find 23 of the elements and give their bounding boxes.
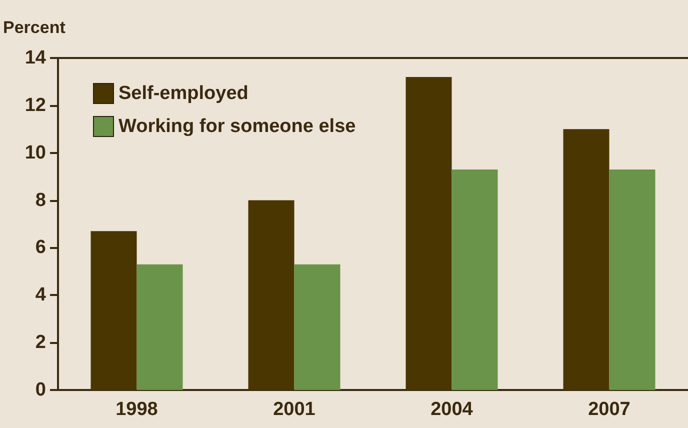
y-tick-label: 10	[24, 142, 46, 164]
y-tick-label: 2	[35, 332, 46, 354]
x-tick-label: 2001	[273, 399, 316, 420]
bar	[136, 264, 183, 390]
x-tick-label: 2007	[588, 399, 630, 420]
bar	[294, 264, 340, 390]
bar	[406, 76, 452, 390]
y-tick-label: 0	[35, 380, 46, 400]
x-tick-label: 1998	[116, 399, 158, 420]
legend-label: Self-employed	[118, 83, 248, 104]
y-tick-label: 4	[35, 284, 46, 306]
legend-label: Working for someone else	[118, 116, 356, 137]
bar	[248, 200, 294, 390]
bar	[90, 231, 137, 390]
y-tick-label: 12	[24, 94, 46, 116]
bar	[563, 129, 610, 390]
x-tick-label: 2004	[430, 399, 474, 420]
bar	[452, 169, 498, 390]
y-tick-label: 6	[35, 237, 46, 258]
bar	[609, 169, 656, 390]
y-tick-label: 8	[35, 190, 46, 211]
y-axis-title: Percent	[3, 18, 66, 37]
y-tick-label: 14	[24, 48, 46, 68]
